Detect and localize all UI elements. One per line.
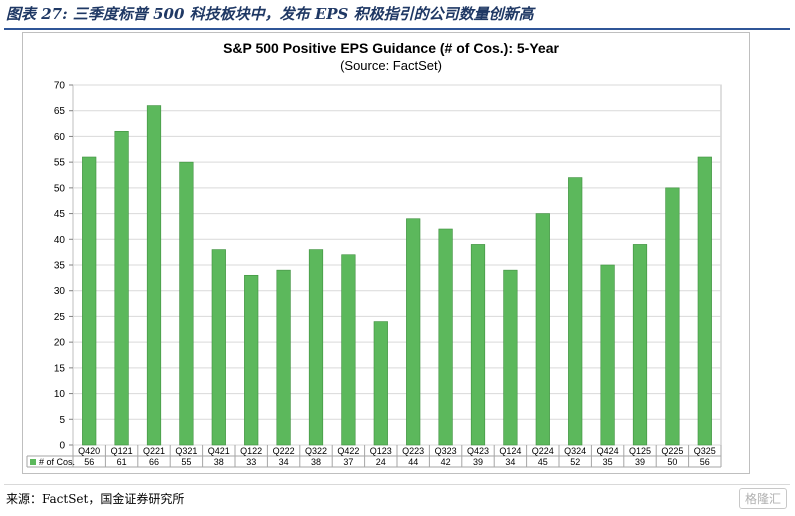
y-tick-label: 50 (54, 183, 66, 194)
x-category-label: Q223 (402, 446, 424, 456)
x-category-label: Q221 (143, 446, 165, 456)
y-tick-label: 70 (54, 81, 66, 92)
data-table-value: 45 (538, 457, 548, 467)
data-table-value: 55 (181, 457, 191, 467)
y-tick-label: 65 (54, 106, 66, 117)
legend-series-name: # of Cos. (39, 457, 75, 467)
caption-rule (4, 28, 790, 30)
y-tick-label: 20 (54, 338, 66, 349)
bar (373, 321, 388, 446)
x-category-label: Q324 (564, 446, 586, 456)
source-note: 来源：FactSet，国金证券研究所 (6, 492, 185, 506)
footer-rule (4, 484, 790, 485)
chart-subtitle: (Source: FactSet) (340, 58, 442, 73)
y-tick-label: 5 (59, 415, 65, 426)
y-axis-ticks: 0 5 10 15 20 25 30 35 40 45 50 55 60 65 70 (54, 81, 73, 452)
bar (632, 244, 648, 446)
data-table-value: 38 (214, 457, 224, 467)
bar (406, 218, 421, 446)
x-category-label: Q122 (240, 446, 262, 456)
data-table-value: 61 (117, 457, 127, 467)
x-category-label: Q222 (273, 446, 295, 456)
x-category-label: Q423 (467, 446, 489, 456)
y-tick-label: 10 (54, 389, 66, 400)
bar (244, 274, 259, 446)
data-table-value: 56 (700, 457, 710, 467)
x-category-label: Q424 (597, 446, 619, 456)
y-tick-label: 60 (54, 132, 66, 143)
y-tick-label: 25 (54, 312, 66, 323)
data-table-value: 38 (311, 457, 321, 467)
data-table-value: 66 (149, 457, 159, 467)
bar (211, 249, 226, 446)
y-tick-label: 0 (59, 441, 65, 452)
x-category-label: Q321 (175, 446, 197, 456)
x-category-label: Q325 (694, 446, 716, 456)
bar-chart: S&P 500 Positive EPS Guidance (# of Cos.… (26, 40, 722, 468)
bar (82, 156, 97, 446)
data-table-value: 56 (84, 457, 94, 467)
bar (438, 228, 453, 446)
data-table-value: 34 (505, 457, 515, 467)
data-table-value: 35 (603, 457, 613, 467)
x-category-label: Q322 (305, 446, 327, 456)
bar (665, 187, 680, 446)
x-category-label: Q323 (435, 446, 457, 456)
bar (114, 130, 129, 446)
chart-title: S&P 500 Positive EPS Guidance (# of Cos.… (223, 40, 559, 56)
y-tick-label: 35 (54, 261, 66, 272)
bar (535, 213, 550, 446)
x-category-label: Q421 (208, 446, 230, 456)
bar (308, 249, 324, 446)
bar (276, 269, 291, 446)
chart-frame: S&P 500 Positive EPS Guidance (# of Cos.… (22, 32, 750, 474)
data-table-value: 44 (408, 457, 418, 467)
bar (179, 161, 194, 446)
x-category-label: Q121 (111, 446, 133, 456)
y-tick-label: 15 (54, 363, 66, 374)
data-table-value: 34 (279, 457, 289, 467)
x-category-label: Q420 (78, 446, 100, 456)
bars (82, 105, 712, 446)
x-category-label: Q124 (499, 446, 521, 456)
x-category-label: Q422 (337, 446, 359, 456)
data-table-value: 37 (343, 457, 353, 467)
y-tick-label: 30 (54, 286, 66, 297)
gridlines (72, 84, 722, 446)
figure-caption: 图表 27: 三季度标普 500 科技板块中，发布 EPS 积极指引的公司数量创… (6, 5, 534, 23)
x-category-label: Q225 (661, 446, 683, 456)
data-table-value: 39 (635, 457, 645, 467)
bar (470, 244, 486, 446)
data-table: Q42056Q12161Q22166Q32155Q42138Q12233Q222… (26, 445, 722, 468)
y-tick-label: 40 (54, 235, 66, 246)
y-tick-label: 55 (54, 158, 66, 169)
data-table-value: 39 (473, 457, 483, 467)
bar (697, 156, 712, 446)
data-table-value: 52 (570, 457, 580, 467)
x-category-label: Q125 (629, 446, 651, 456)
data-table-value: 24 (376, 457, 386, 467)
data-table-value: 42 (441, 457, 451, 467)
watermark-logo: 格隆汇 (738, 488, 787, 509)
bar (600, 264, 615, 446)
bar (341, 254, 356, 446)
bar (503, 269, 518, 446)
data-table-value: 50 (667, 457, 677, 467)
legend-key (30, 459, 36, 465)
x-category-label: Q123 (370, 446, 392, 456)
bar (568, 177, 583, 446)
bar (146, 105, 162, 446)
y-tick-label: 45 (54, 209, 66, 220)
x-category-label: Q224 (532, 446, 554, 456)
data-table-value: 33 (246, 457, 256, 467)
